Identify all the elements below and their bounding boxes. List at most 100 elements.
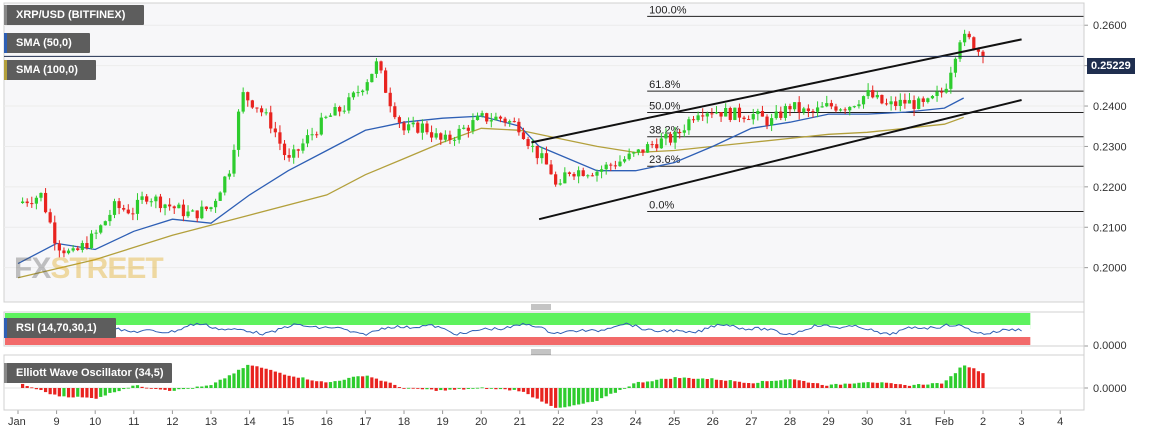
ewo-bar [719, 380, 723, 388]
candle-body [728, 107, 732, 120]
fib-level-label: 61.8% [649, 79, 680, 91]
ewo-bar [554, 388, 558, 408]
ewo-bar [406, 387, 411, 389]
ewo-bar [889, 383, 893, 388]
symbol-swatch [4, 5, 7, 25]
x-tick-label: 9 [54, 416, 60, 428]
candle-body [696, 115, 700, 121]
ewo-bar [204, 385, 209, 388]
candle-body [650, 144, 654, 146]
fib-level-label: 0.0% [649, 199, 674, 211]
candle-body [549, 164, 553, 175]
ewo-bar [135, 385, 140, 388]
ewo-bar [443, 388, 447, 391]
ewo-bar [838, 384, 843, 388]
candle-body [411, 122, 415, 125]
ewo-bar [508, 388, 512, 391]
candle-body [967, 33, 971, 38]
x-tick-label: 23 [591, 416, 603, 428]
candle-body [99, 225, 103, 233]
candle-body [953, 58, 958, 73]
ewo-bar [940, 383, 944, 388]
candle-body [774, 111, 778, 119]
candle-body [494, 116, 498, 121]
candle-body [871, 90, 875, 98]
candle-body [682, 130, 686, 133]
candle-body [498, 116, 503, 119]
ewo-bar [852, 383, 856, 388]
candle-body [333, 107, 337, 116]
ewo-bar [370, 377, 374, 388]
ewo-bar [177, 388, 181, 390]
candle-body [324, 116, 328, 118]
ewo-bar [917, 384, 921, 388]
ewo-bar [223, 378, 227, 388]
ewo-bar [462, 388, 466, 390]
channel-lower-line [538, 99, 1022, 221]
candle-body [108, 214, 112, 222]
ewo-bar [246, 364, 250, 388]
candle-body [641, 149, 645, 153]
legend-sma100[interactable]: SMA (100,0) [4, 60, 96, 80]
candle-body [62, 250, 66, 254]
ewo-bar [664, 378, 668, 388]
candle-body [209, 207, 213, 210]
legend-symbol[interactable]: XRP/USD (BITFINEX) [4, 5, 144, 25]
candle-body [489, 120, 493, 122]
rsi-layer: 0.0000 [5, 313, 1127, 352]
candle-body [535, 145, 539, 159]
candle-body [792, 102, 797, 110]
candle-body [177, 204, 181, 209]
legend-rsi[interactable]: RSI (14,70,30,1) [4, 318, 116, 338]
candle-body [135, 199, 140, 214]
ewo-bar [963, 365, 967, 388]
rsi-oversold-band [5, 337, 1031, 345]
ewo-bar [218, 379, 222, 388]
ewo-bar [416, 388, 420, 389]
ewo-bar [737, 381, 742, 388]
candle-body [30, 203, 34, 205]
candle-body [512, 121, 516, 123]
candle-body [131, 213, 135, 215]
ewo-bar [861, 382, 866, 388]
legend-ewo[interactable]: Elliott Wave Oscillator (34,5) [4, 363, 172, 383]
candles-layer [20, 29, 985, 258]
ewo-swatch [4, 363, 7, 383]
x-tick-label: 2 [980, 416, 986, 428]
candle-body [632, 152, 636, 154]
ewo-bar [296, 377, 300, 388]
candle-body [577, 170, 581, 177]
candle-body [439, 133, 443, 140]
ewo-bar [696, 378, 700, 388]
ewo-bar [958, 367, 962, 388]
legend-sma50[interactable]: SMA (50,0) [4, 33, 90, 53]
candle-body [664, 134, 668, 139]
x-tick-label: 3 [1019, 416, 1025, 428]
ewo-bar [756, 382, 760, 388]
candle-body [342, 110, 346, 112]
candle-body [917, 98, 921, 109]
ewo-bar [912, 384, 916, 388]
x-tick-label: 10 [89, 416, 101, 428]
ewo-bar [981, 373, 985, 388]
ewo-bar [429, 388, 434, 390]
candle-body [416, 122, 420, 133]
candle-body [724, 107, 728, 117]
candle-body [829, 103, 833, 107]
candle-body [972, 37, 976, 50]
ewo-bar [356, 376, 360, 388]
candle-body [379, 61, 383, 71]
candle-body [269, 112, 273, 129]
ewo-bar [351, 376, 356, 388]
ewo-bar [457, 388, 461, 389]
candle-body [425, 123, 429, 133]
candle-body [94, 232, 98, 234]
ewo-bar [236, 369, 241, 388]
ewo-bar [186, 388, 190, 389]
candle-body [384, 70, 388, 93]
x-tick-label: 16 [321, 416, 333, 428]
candle-body [779, 111, 783, 118]
candle-body [20, 201, 25, 204]
candle-body [149, 201, 153, 203]
